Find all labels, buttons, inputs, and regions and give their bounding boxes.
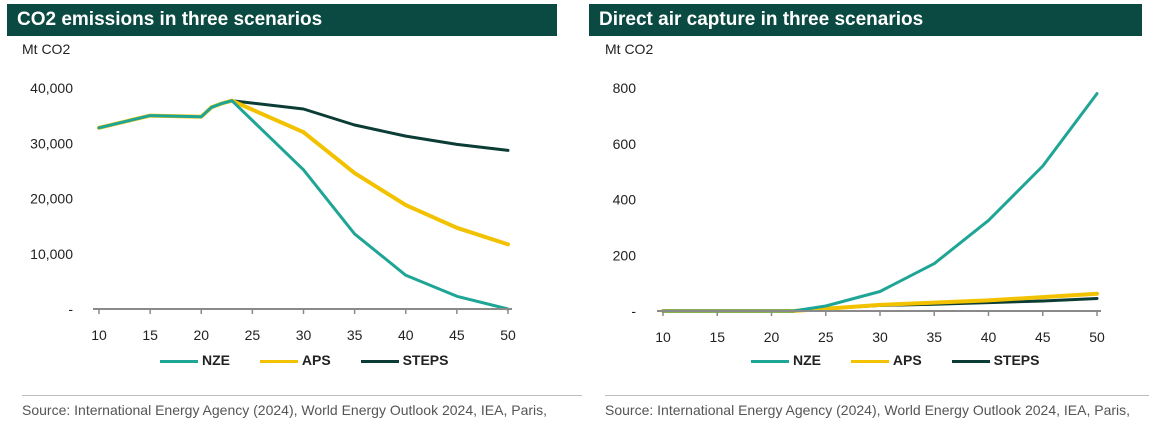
x-tick-label: 25	[245, 327, 261, 343]
legend-item-nze: NZE	[751, 352, 821, 368]
y-tick-label: -	[631, 303, 636, 319]
co2-emissions-panel: CO2 emissions in three scenarios Mt CO2 …	[0, 0, 582, 441]
legend-label-steps: STEPS	[402, 352, 449, 368]
x-tick-label: 50	[1089, 329, 1105, 345]
legend-label-aps: APS	[892, 352, 922, 368]
steps-swatch	[951, 359, 990, 363]
y-tick-label: 10,000	[30, 246, 73, 262]
y-axis-unit: Mt CO2	[605, 41, 654, 57]
nze-swatch	[751, 359, 789, 363]
y-tick-label: 30,000	[30, 135, 73, 151]
direct-air-capture-panel: Direct air capture in three scenarios Mt…	[589, 0, 1149, 441]
x-tick-label: 40	[981, 329, 997, 345]
x-tick-label: 45	[1035, 329, 1051, 345]
legend-item-steps: STEPS	[951, 352, 1040, 368]
x-tick-label: 50	[500, 327, 516, 343]
x-tick-label: 35	[347, 327, 363, 343]
legend-label-aps: APS	[301, 352, 331, 368]
y-tick-label: -	[68, 301, 73, 317]
series-line-nze	[97, 99, 510, 311]
co2-emissions-chart: - 10,000 20,000 30,000 40,000 10 15 20 25 30 35 40 4…	[30, 80, 516, 343]
x-tick-label: 35	[926, 329, 942, 345]
source-note: Source: International Energy Agency (202…	[22, 402, 548, 418]
x-tick-label: 10	[91, 327, 107, 343]
y-tick-label: 20,000	[30, 191, 73, 207]
legend-label-steps: STEPS	[993, 352, 1040, 368]
x-tick-label: 20	[193, 327, 209, 343]
x-tick-label: 30	[872, 329, 888, 345]
chart-legend: NZE APS STEPS	[751, 352, 1065, 372]
legend-item-aps: APS	[850, 352, 922, 368]
legend-label-nze: NZE	[793, 352, 821, 368]
divider	[22, 395, 582, 396]
chart-title: Direct air capture in three scenarios	[589, 4, 1142, 36]
y-tick-label: 600	[613, 136, 637, 152]
legend-item-steps: STEPS	[360, 352, 449, 368]
chart-title: CO2 emissions in three scenarios	[7, 4, 557, 36]
x-tick-label: 15	[142, 327, 158, 343]
y-axis-unit: Mt CO2	[22, 41, 71, 57]
series-line-nze	[661, 92, 1099, 313]
x-tick-label: 30	[296, 327, 312, 343]
divider	[605, 395, 1149, 396]
legend-item-nze: NZE	[160, 352, 230, 368]
x-tick-label: 45	[449, 327, 465, 343]
legend-item-aps: APS	[259, 352, 331, 368]
steps-swatch	[360, 359, 399, 363]
y-tick-label: 800	[613, 80, 637, 96]
x-tick-label: 15	[709, 329, 725, 345]
aps-swatch	[850, 359, 889, 363]
series-line-steps	[97, 99, 510, 152]
x-tick-label: 25	[818, 329, 834, 345]
x-tick-label: 40	[398, 327, 414, 343]
direct-air-capture-chart: - 200 400 600 800 10 15 20 25 30 35 40 45 50	[613, 80, 1105, 345]
nze-swatch	[160, 359, 198, 363]
aps-swatch	[259, 359, 298, 363]
source-note: Source: International Energy Agency (202…	[605, 402, 1131, 418]
x-tick-label: 20	[764, 329, 780, 345]
series-line-aps	[97, 98, 510, 247]
y-tick-label: 40,000	[30, 80, 73, 96]
chart-legend: NZE APS STEPS	[160, 352, 474, 372]
y-tick-label: 400	[613, 192, 637, 208]
x-tick-label: 10	[655, 329, 671, 345]
y-tick-label: 200	[613, 247, 637, 263]
legend-label-nze: NZE	[202, 352, 230, 368]
